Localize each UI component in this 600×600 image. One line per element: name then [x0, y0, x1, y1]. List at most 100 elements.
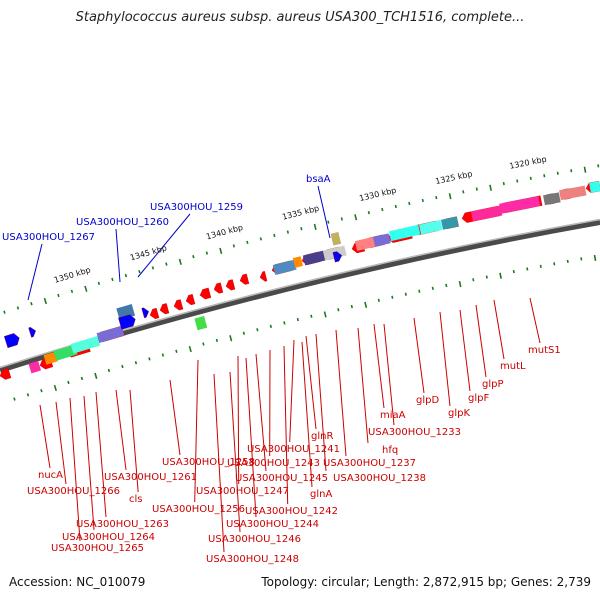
- leader-line: [459, 309, 471, 392]
- topology-stats-text: Topology: circular; Length: 2,872,915 bp…: [261, 575, 591, 589]
- scale-tick: [327, 220, 330, 224]
- scale-tick: [337, 308, 340, 312]
- scale-tick: [381, 207, 384, 212]
- cog-block: [302, 250, 327, 266]
- scale-tick: [300, 227, 303, 231]
- gene-arrow: [159, 303, 170, 315]
- gene-label: USA300HOU_1263: [76, 519, 169, 530]
- scale-tick: [310, 314, 313, 318]
- scale-tick: [462, 190, 465, 194]
- scale-tick: [121, 364, 124, 369]
- cog-block: [440, 216, 459, 230]
- gene-label: USA300HOU_1242: [245, 506, 338, 517]
- gene-arrow: [225, 279, 236, 291]
- scale-tick: [30, 302, 33, 306]
- scale-tick: [80, 376, 84, 381]
- gene-arrow: [199, 287, 212, 300]
- scale-tick: [512, 270, 515, 274]
- gene-label: USA300HOU_1237: [323, 458, 416, 469]
- scale-tick: [354, 214, 358, 221]
- scale-tick: [138, 270, 141, 274]
- leader-line: [245, 357, 257, 518]
- scale-tick: [566, 259, 569, 263]
- gene-arrow: [141, 307, 149, 319]
- leader-line: [475, 304, 487, 378]
- leader-line: [315, 333, 327, 472]
- gene-label: USA300HOU_1245: [235, 473, 328, 484]
- gene-label: USA300HOU_1260: [76, 217, 169, 228]
- gene-label: USA300HOU_1261: [104, 472, 197, 483]
- gene-label: glpD: [416, 395, 439, 406]
- scale-tick: [26, 393, 30, 397]
- scale-tick: [57, 293, 60, 298]
- scale-tick: [296, 317, 299, 322]
- gene-label: USA300HOU_1243: [227, 458, 320, 469]
- cog-block: [272, 259, 297, 275]
- cog-block: [43, 351, 58, 365]
- cog-block: [96, 325, 125, 343]
- cog-block: [70, 335, 101, 354]
- leader-line: [255, 353, 267, 472]
- leader-line: [289, 339, 295, 443]
- leader-line: [129, 389, 139, 493]
- gene-label: nucA: [38, 470, 63, 481]
- gene-arrow: [213, 282, 224, 294]
- gene-arrow: [332, 251, 342, 263]
- gene-label: glnA: [310, 489, 332, 500]
- gene-label: USA300HOU_1244: [226, 519, 319, 530]
- scale-tick: [364, 301, 368, 308]
- leader-line: [169, 379, 181, 456]
- gene-arrow: [149, 307, 160, 320]
- scale-tick: [94, 372, 98, 379]
- cog-block: [499, 196, 541, 214]
- leader-line: [283, 345, 289, 505]
- cog-block: [194, 316, 208, 331]
- gene-label: USA300HOU_1248: [206, 554, 299, 565]
- leader-line: [493, 299, 505, 360]
- kbp-tick-label: 1345 kbp: [129, 243, 168, 262]
- kbp-tick-label: 1350 kbp: [53, 265, 92, 285]
- gene-label: glpF: [468, 393, 489, 404]
- scale-tick: [148, 357, 151, 361]
- scale-tick: [215, 338, 219, 343]
- scale-tick: [556, 171, 559, 175]
- leader-line: [317, 185, 331, 239]
- cog-block: [470, 205, 503, 222]
- leader-line: [357, 327, 369, 444]
- leader-line: [115, 228, 121, 283]
- scale-tick: [323, 311, 327, 318]
- cog-block: [418, 219, 443, 235]
- scale-tick: [70, 289, 74, 294]
- scale-tick: [340, 217, 343, 221]
- scale-tick: [259, 237, 263, 241]
- leader-line: [229, 371, 241, 533]
- scale-tick: [516, 179, 519, 183]
- gene-label: USA300HOU_1258: [162, 457, 255, 468]
- scale-tick: [431, 286, 434, 290]
- kbp-tick-label: 1325 kbp: [435, 169, 474, 186]
- kbp-tick-label: 1330 kbp: [358, 186, 397, 203]
- accession-text: Accession: NC_010079: [9, 575, 146, 589]
- leader-line: [213, 373, 225, 553]
- gene-arrow: [118, 314, 136, 330]
- leader-line: [373, 323, 385, 409]
- scale-tick: [283, 321, 286, 325]
- gene-label: mutL: [500, 361, 526, 372]
- scale-tick: [499, 272, 502, 279]
- scale-tick: [175, 349, 178, 353]
- cog-block: [559, 185, 587, 201]
- scale-tick: [408, 201, 411, 206]
- scale-tick: [67, 380, 70, 385]
- scale-tick: [256, 328, 259, 332]
- scale-tick: [107, 368, 111, 373]
- scale-tick: [404, 292, 407, 296]
- cog-block: [53, 344, 78, 361]
- scale-tick: [529, 176, 532, 180]
- scale-tick: [286, 230, 290, 234]
- leader-line: [413, 317, 425, 394]
- scale-tick: [367, 210, 370, 215]
- gene-label: cls: [129, 494, 143, 505]
- leader-line: [335, 329, 347, 457]
- scale-tick: [202, 342, 205, 346]
